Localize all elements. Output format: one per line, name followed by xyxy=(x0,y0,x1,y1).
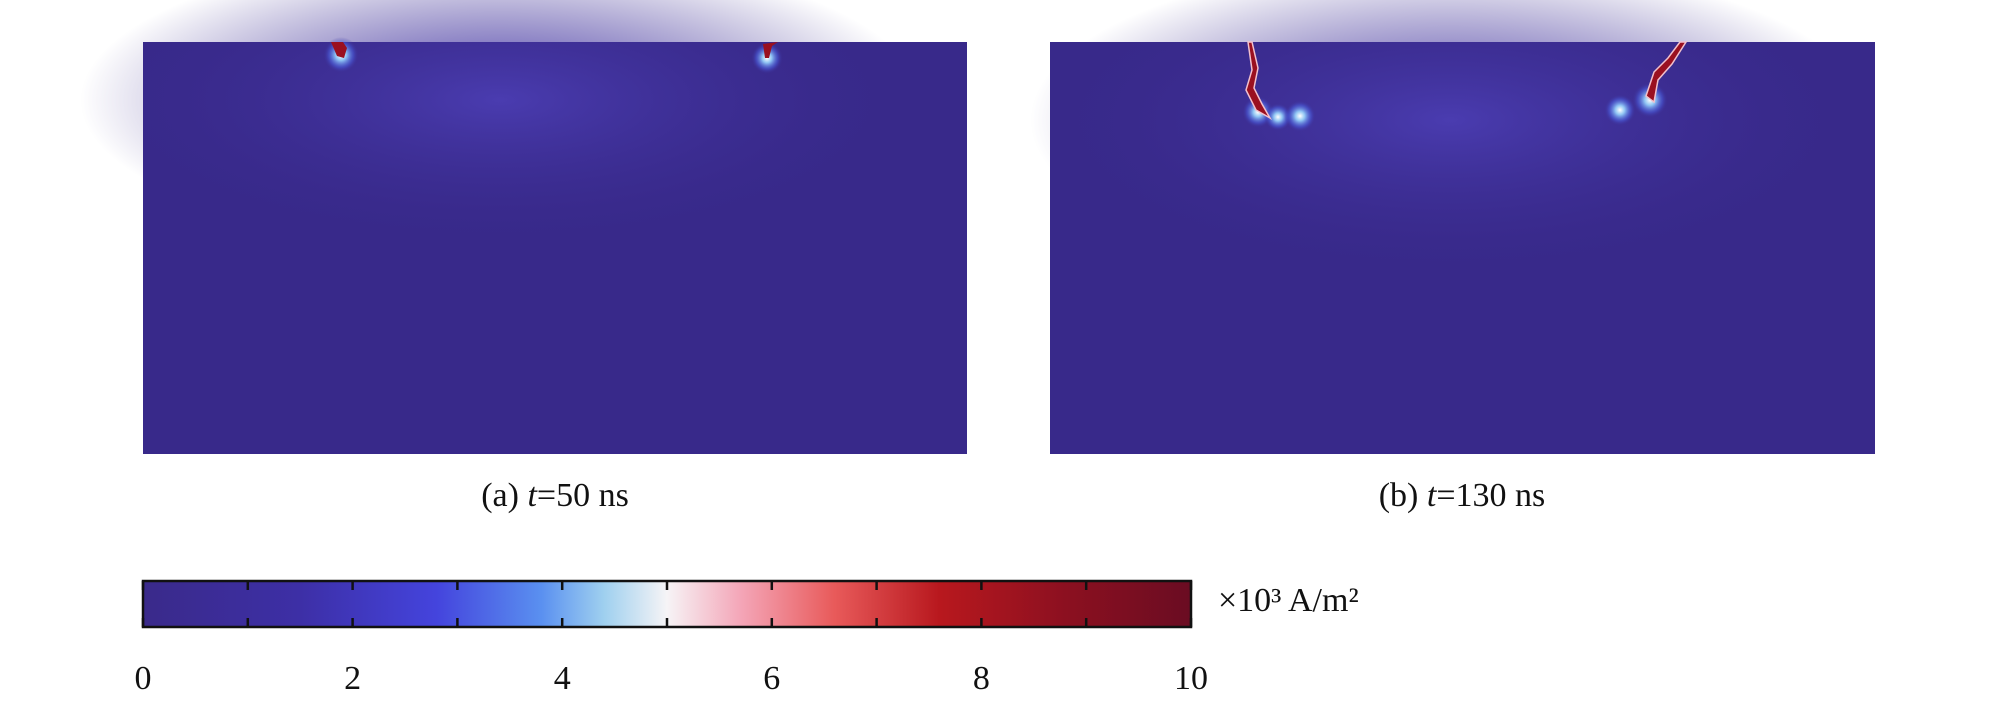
colorbar-tick-label: 10 xyxy=(1174,660,1208,697)
colorbar-unit: ×10³ A/m² xyxy=(1218,582,1359,619)
colorbar-tick-label: 2 xyxy=(344,660,361,697)
panel-b-image xyxy=(1030,0,1875,454)
caption-text: =130 ns xyxy=(1436,477,1545,514)
caption-variable: t xyxy=(1427,477,1438,514)
colorbar-tick-label: 6 xyxy=(763,660,780,697)
panel-a-image xyxy=(80,0,967,454)
caption-text: =50 ns xyxy=(537,477,629,514)
caption-variable: t xyxy=(527,477,538,514)
caption-label: (a) xyxy=(481,477,519,514)
captions: (a) t=50 ns (b) t=130 ns xyxy=(481,477,1545,514)
colorbar-tick-label: 0 xyxy=(135,660,152,697)
colorbar-tick-label: 8 xyxy=(973,660,990,697)
caption-label: (b) xyxy=(1379,477,1419,514)
colorbar-tick-label: 4 xyxy=(554,660,571,697)
panel-caption: (b) t=130 ns xyxy=(1379,477,1546,514)
panel-caption: (a) t=50 ns xyxy=(481,477,629,514)
